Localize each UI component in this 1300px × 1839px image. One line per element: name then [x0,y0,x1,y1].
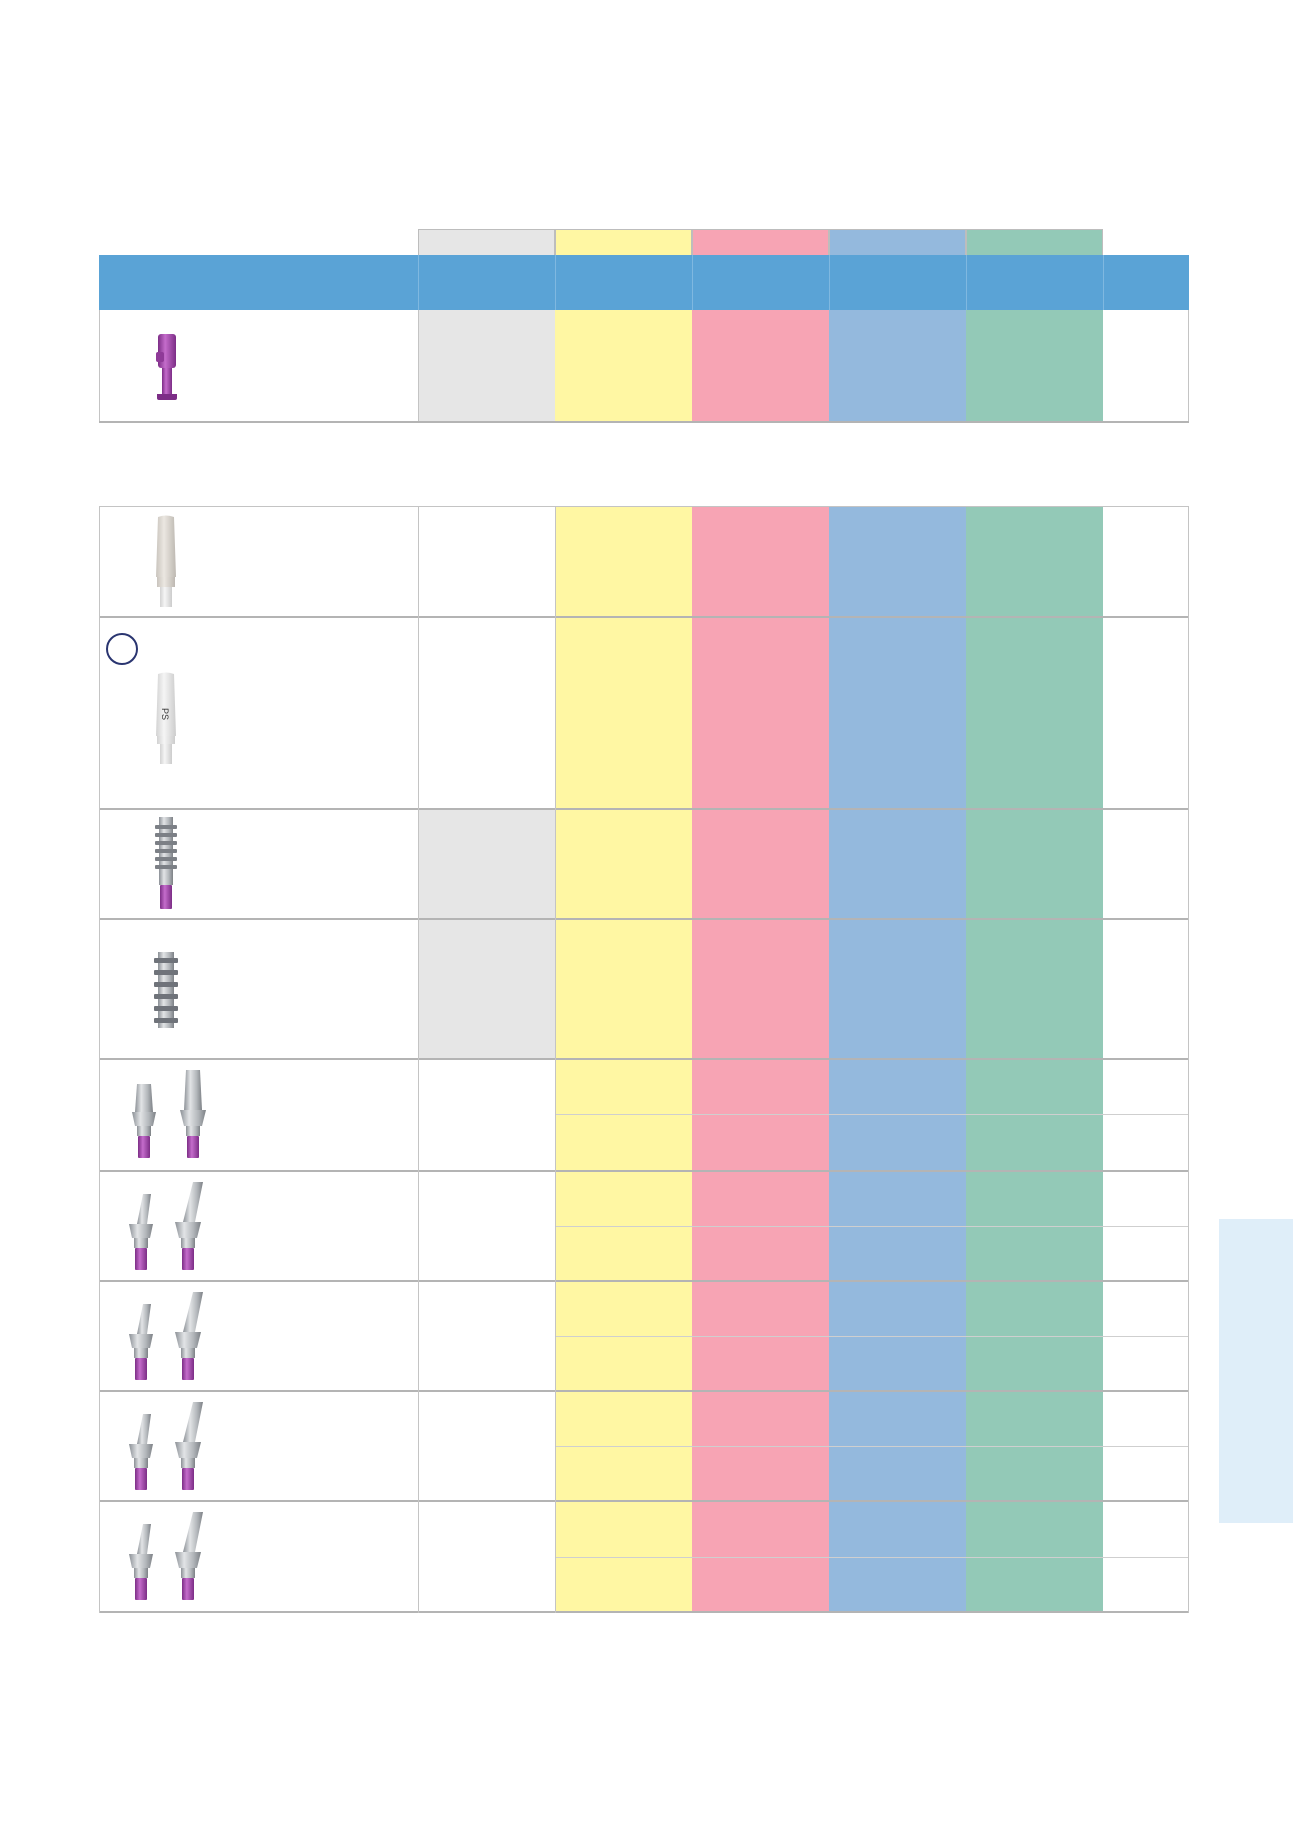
blue-cell [829,618,966,808]
grey-column-tab [418,229,555,255]
pink-cell [692,618,829,808]
angled-abutment-icon [175,1292,203,1380]
image-cell [99,1282,418,1390]
image-cell [99,1060,418,1170]
grey-cell [418,1060,555,1170]
table-row [99,1502,1189,1611]
green-cell [966,507,1103,616]
pink-cell [692,920,829,1058]
last-cell [1103,507,1189,616]
pink-cell [692,507,829,616]
grey-cell [418,920,555,1058]
badge-circle [106,633,138,665]
blue-cell [829,1060,966,1170]
pink-column-tab [692,229,829,255]
table-row [99,310,1189,421]
yellow-cell [555,310,692,421]
last-cell [1103,1502,1189,1611]
yellow-cell [555,618,692,808]
green-cell [966,920,1103,1058]
green-cell [966,810,1103,918]
blue-cell [829,920,966,1058]
yellow-cell [555,810,692,918]
ceramic-sleeve-icon [156,515,176,607]
svg-text:PS: PS [160,708,170,720]
image-cell [99,310,418,421]
green-cell [966,618,1103,808]
pink-cell [692,810,829,918]
grey-cell [418,507,555,616]
green-cell [966,1502,1103,1611]
pink-cell [692,1060,829,1170]
image-cell [99,1392,418,1500]
image-cell: PS [99,618,418,808]
pink-cell [692,1502,829,1611]
table-row [99,1392,1189,1500]
image-cell [99,810,418,918]
table-header [99,255,1189,310]
angled-abutment-icon [129,1524,153,1600]
grey-cell [418,1282,555,1390]
last-cell [1103,1060,1189,1170]
grey-cell [418,618,555,808]
table-row [99,1282,1189,1390]
straight-abutment-icon [180,1070,206,1158]
purple-cap-icon [156,334,177,400]
angled-abutment-icon [129,1304,153,1380]
angled-abutment-icon [129,1414,153,1490]
grey-cell [418,1392,555,1500]
blue-cell [829,507,966,616]
ps-sleeve-icon: PS [156,672,176,764]
yellow-cell [555,1060,692,1170]
green-column-tab [966,229,1103,255]
grey-cell [418,810,555,918]
yellow-cell [555,1502,692,1611]
table-row [99,920,1189,1058]
image-cell [99,920,418,1058]
grey-cell [418,1502,555,1611]
top-table [99,310,1189,423]
image-cell [99,1172,418,1280]
main-table: PS [99,506,1189,1613]
last-cell [1103,310,1189,421]
green-cell [966,310,1103,421]
last-cell [1103,920,1189,1058]
threaded-post-icon [155,817,177,909]
angled-abutment-icon [175,1182,203,1270]
table-row [99,1060,1189,1170]
yellow-cell [555,507,692,616]
pink-cell [692,310,829,421]
last-cell [1103,810,1189,918]
straight-abutment-icon [132,1084,156,1158]
grey-cell [418,1172,555,1280]
image-cell [99,1502,418,1611]
blue-cell [829,310,966,421]
threaded-post-short-icon [154,952,178,1028]
table-row [99,507,1189,616]
table-row: PS [99,618,1189,808]
image-cell [99,507,418,616]
yellow-column-tab [555,229,692,255]
side-tab [1219,1219,1293,1523]
angled-abutment-icon [175,1512,203,1600]
table-row [99,810,1189,918]
table-row [99,1172,1189,1280]
last-cell [1103,618,1189,808]
blue-cell [829,1502,966,1611]
blue-cell [829,810,966,918]
yellow-cell [555,920,692,1058]
angled-abutment-icon [175,1402,203,1490]
green-cell [966,1060,1103,1170]
grey-cell [418,310,555,421]
blue-column-tab [829,229,966,255]
angled-abutment-icon [129,1194,153,1270]
